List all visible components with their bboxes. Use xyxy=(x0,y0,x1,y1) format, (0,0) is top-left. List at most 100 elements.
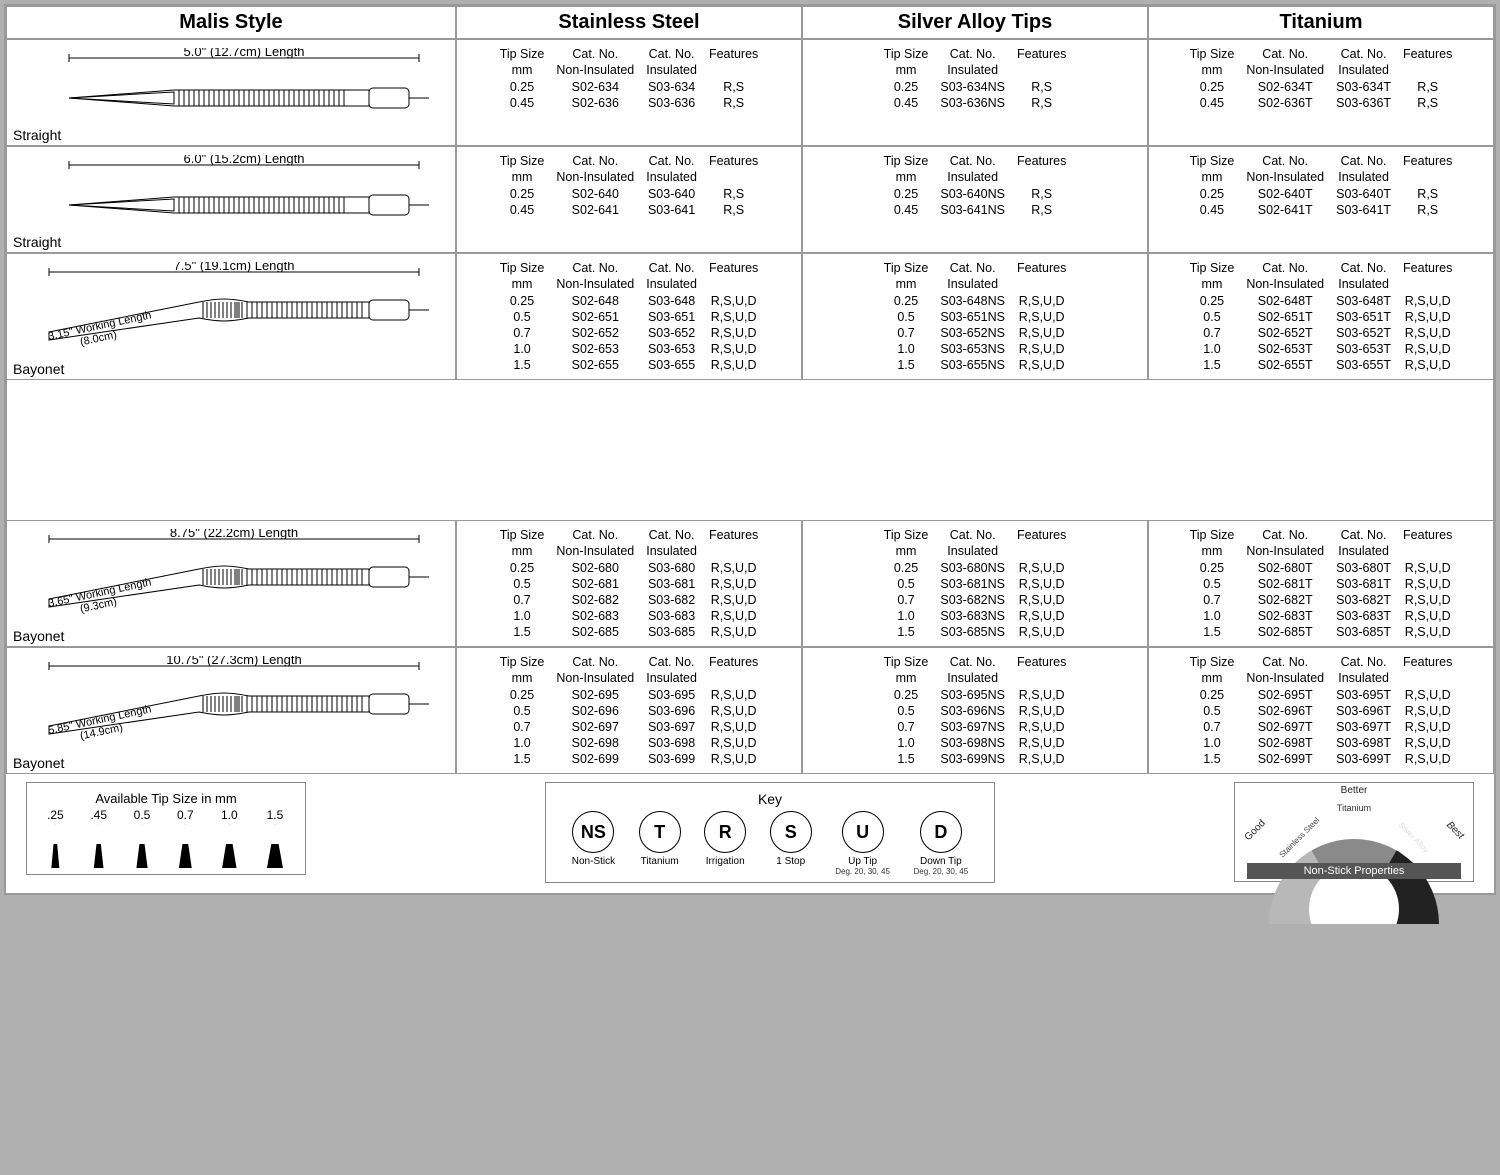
key-item: D Down Tip Deg. 20, 30, 45 xyxy=(914,811,969,876)
header-row: Malis Style Stainless Steel Silver Alloy… xyxy=(6,6,1494,39)
table-row: 0.25S02-640S03-640R,S xyxy=(494,186,765,202)
forceps-bayonet-icon: 10.75" (27.3cm) Length 5.85" Working Len… xyxy=(19,656,439,766)
tip-shape-icon xyxy=(50,824,60,868)
footer: Available Tip Size in mm .25 .45 0.5 0.7… xyxy=(6,774,1494,893)
key-item: T Titanium xyxy=(639,811,681,876)
forceps-straight-icon: 5.0" (12.7cm) Length xyxy=(19,48,439,138)
table-row: 1.5S02-699S03-699R,S,U,D xyxy=(494,751,765,767)
key-code-circle: S xyxy=(770,811,812,853)
tip-size-value: 0.5 xyxy=(134,808,151,822)
tip-size-item: .25 xyxy=(47,808,64,868)
titanium-cell: Tip SizeCat. No.Cat. No.FeaturesmmNon-In… xyxy=(1148,520,1494,647)
table-row: 0.25S03-680NSR,S,U,D xyxy=(878,560,1073,576)
svg-text:10.75" (27.3cm) Length: 10.75" (27.3cm) Length xyxy=(166,656,301,667)
table-row: 0.5S02-651TS03-651TR,S,U,D xyxy=(1184,309,1459,325)
table-row: 1.0S03-653NSR,S,U,D xyxy=(878,341,1073,357)
table-row: 0.5S02-681TS03-681TR,S,U,D xyxy=(1184,576,1459,592)
table-row: 0.5S03-651NSR,S,U,D xyxy=(878,309,1073,325)
header-stainless: Stainless Steel xyxy=(456,6,802,39)
product-row: 7.5" (19.1cm) Length 3.15" Working Lengt… xyxy=(6,253,1494,380)
gauge-bar: Non-Stick Properties xyxy=(1247,863,1461,879)
key-sublabel: Deg. 20, 30, 45 xyxy=(835,867,890,876)
shape-label: Straight xyxy=(13,234,61,250)
header-silver: Silver Alloy Tips xyxy=(802,6,1148,39)
stainless-cell: Tip SizeCat. No.Cat. No.FeaturesmmNon-In… xyxy=(456,647,802,774)
material-table: Tip SizeCat. No.Cat. No.FeaturesmmNon-In… xyxy=(494,153,765,218)
product-row: 6.0" (15.2cm) Length Straight Tip SizeCa… xyxy=(6,146,1494,253)
table-row: 0.25S02-640TS03-640TR,S xyxy=(1184,186,1459,202)
material-table: Tip SizeCat. No.Cat. No.FeaturesmmNon-In… xyxy=(494,46,765,111)
silver-cell: Tip SizeCat. No.FeaturesmmInsulated0.25S… xyxy=(802,39,1148,146)
key-label: Titanium xyxy=(641,856,679,867)
product-row: 8.75" (22.2cm) Length 3.65" Working Leng… xyxy=(6,520,1494,647)
table-row: 1.0S02-698S03-698R,S,U,D xyxy=(494,735,765,751)
table-row: 1.5S03-699NSR,S,U,D xyxy=(878,751,1073,767)
material-table: Tip SizeCat. No.FeaturesmmInsulated0.25S… xyxy=(878,46,1073,111)
table-row: 0.25S02-648TS03-648TR,S,U,D xyxy=(1184,293,1459,309)
material-table: Tip SizeCat. No.Cat. No.FeaturesmmNon-In… xyxy=(1184,527,1459,640)
key-sublabel: Deg. 20, 30, 45 xyxy=(914,867,969,876)
tip-size-legend: Available Tip Size in mm .25 .45 0.5 0.7… xyxy=(26,782,306,875)
table-row: 0.45S02-641TS03-641TR,S xyxy=(1184,202,1459,218)
svg-text:7.5" (19.1cm) Length: 7.5" (19.1cm) Length xyxy=(174,262,295,273)
svg-text:5.0" (12.7cm) Length: 5.0" (12.7cm) Length xyxy=(184,48,305,59)
table-row: 0.25S03-648NSR,S,U,D xyxy=(878,293,1073,309)
material-table: Tip SizeCat. No.Cat. No.FeaturesmmNon-In… xyxy=(1184,260,1459,373)
illustration-cell: 6.0" (15.2cm) Length Straight xyxy=(6,146,456,253)
table-row: 1.5S02-655TS03-655TR,S,U,D xyxy=(1184,357,1459,373)
tip-shape-icon xyxy=(177,824,193,868)
silver-cell: Tip SizeCat. No.FeaturesmmInsulated0.25S… xyxy=(802,253,1148,380)
shape-label: Bayonet xyxy=(13,361,64,377)
table-row: 0.5S02-696TS03-696TR,S,U,D xyxy=(1184,703,1459,719)
material-table: Tip SizeCat. No.Cat. No.FeaturesmmNon-In… xyxy=(1184,46,1459,111)
tip-size-item: 1.0 xyxy=(220,808,238,868)
titanium-cell: Tip SizeCat. No.Cat. No.FeaturesmmNon-In… xyxy=(1148,647,1494,774)
material-table: Tip SizeCat. No.Cat. No.FeaturesmmNon-In… xyxy=(494,260,765,373)
stainless-cell: Tip SizeCat. No.Cat. No.FeaturesmmNon-In… xyxy=(456,146,802,253)
material-table: Tip SizeCat. No.Cat. No.FeaturesmmNon-In… xyxy=(494,527,765,640)
table-row: 0.5S02-696S03-696R,S,U,D xyxy=(494,703,765,719)
table-row: 1.5S03-655NSR,S,U,D xyxy=(878,357,1073,373)
tip-shape-icon xyxy=(93,824,105,868)
table-row: 1.0S02-683TS03-683TR,S,U,D xyxy=(1184,608,1459,624)
table-row: 0.7S02-697S03-697R,S,U,D xyxy=(494,719,765,735)
product-row: 10.75" (27.3cm) Length 5.85" Working Len… xyxy=(6,647,1494,774)
key-label: Non-Stick xyxy=(572,856,615,867)
table-row: 1.0S02-698TS03-698TR,S,U,D xyxy=(1184,735,1459,751)
material-table: Tip SizeCat. No.Cat. No.FeaturesmmNon-In… xyxy=(1184,654,1459,767)
table-row: 1.5S03-685NSR,S,U,D xyxy=(878,624,1073,640)
table-row: 1.0S02-683S03-683R,S,U,D xyxy=(494,608,765,624)
key-code-circle: D xyxy=(920,811,962,853)
table-row: 1.0S03-683NSR,S,U,D xyxy=(878,608,1073,624)
table-row: 0.45S02-636S03-636R,S xyxy=(494,95,765,111)
key-legend: Key NS Non-Stick T Titanium R Irrigation… xyxy=(545,782,995,883)
key-label: Irrigation xyxy=(706,856,745,867)
table-row: 0.25S02-680TS03-680TR,S,U,D xyxy=(1184,560,1459,576)
gauge-seg3: Silver Alloy xyxy=(1396,820,1430,854)
stainless-cell: Tip SizeCat. No.Cat. No.FeaturesmmNon-In… xyxy=(456,520,802,647)
forceps-straight-icon: 6.0" (15.2cm) Length xyxy=(19,155,439,245)
table-row: 0.25S02-695TS03-695TR,S,U,D xyxy=(1184,687,1459,703)
table-row: 1.0S03-698NSR,S,U,D xyxy=(878,735,1073,751)
stainless-cell: Tip SizeCat. No.Cat. No.FeaturesmmNon-In… xyxy=(456,253,802,380)
material-table: Tip SizeCat. No.FeaturesmmInsulated0.25S… xyxy=(878,654,1073,767)
titanium-cell: Tip SizeCat. No.Cat. No.FeaturesmmNon-In… xyxy=(1148,146,1494,253)
gauge-best: Best xyxy=(1444,820,1466,842)
table-row: 1.5S02-699TS03-699TR,S,U,D xyxy=(1184,751,1459,767)
shape-label: Bayonet xyxy=(13,628,64,644)
tip-size-value: 0.7 xyxy=(177,808,194,822)
table-row: 1.0S02-653S03-653R,S,U,D xyxy=(494,341,765,357)
titanium-cell: Tip SizeCat. No.Cat. No.FeaturesmmNon-In… xyxy=(1148,39,1494,146)
titanium-cell: Tip SizeCat. No.Cat. No.FeaturesmmNon-In… xyxy=(1148,253,1494,380)
table-row: 0.7S02-682TS03-682TR,S,U,D xyxy=(1184,592,1459,608)
table-row: 0.25S03-695NSR,S,U,D xyxy=(878,687,1073,703)
silver-cell: Tip SizeCat. No.FeaturesmmInsulated0.25S… xyxy=(802,146,1148,253)
key-code-circle: NS xyxy=(572,811,614,853)
tip-size-value: .45 xyxy=(90,808,107,822)
table-row: 1.5S02-655S03-655R,S,U,D xyxy=(494,357,765,373)
stainless-cell: Tip SizeCat. No.Cat. No.FeaturesmmNon-In… xyxy=(456,39,802,146)
tip-size-value: 1.0 xyxy=(221,808,238,822)
section-gap xyxy=(6,380,1494,520)
table-row: 1.0S02-653TS03-653TR,S,U,D xyxy=(1184,341,1459,357)
silver-cell: Tip SizeCat. No.FeaturesmmInsulated0.25S… xyxy=(802,647,1148,774)
